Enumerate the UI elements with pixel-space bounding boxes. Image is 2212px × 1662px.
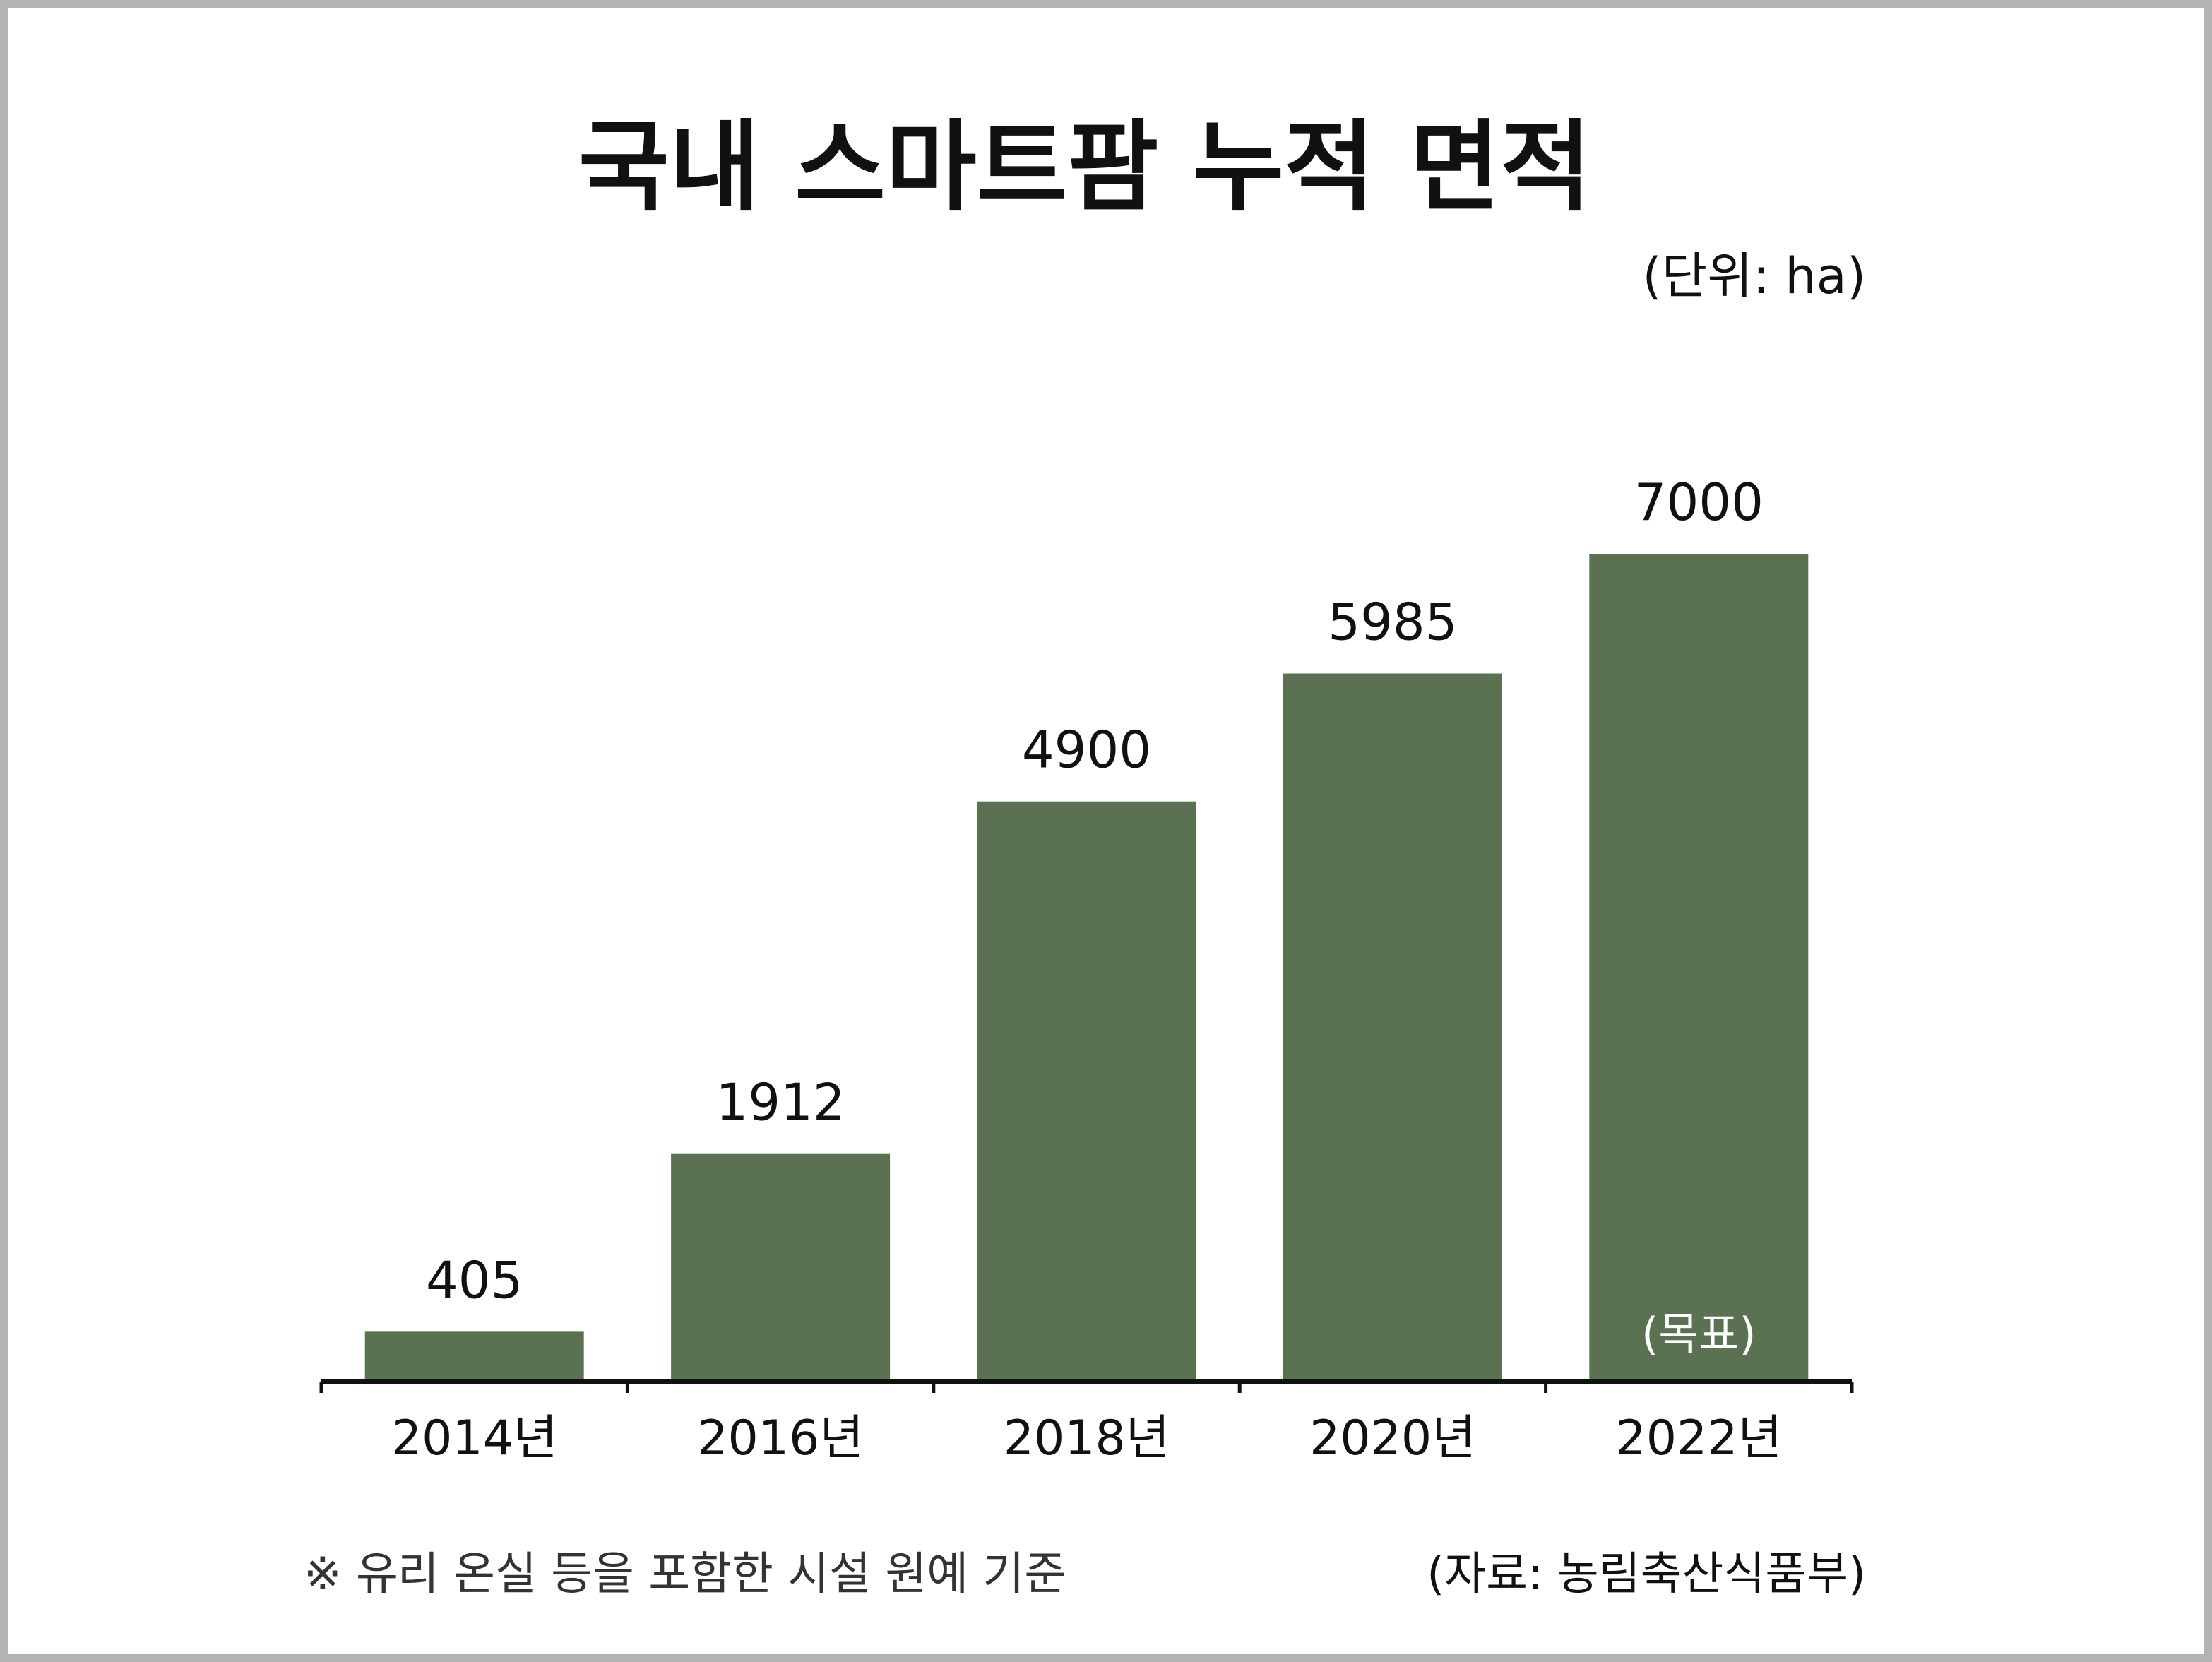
bar-annotations-group: (목표) [1641,1308,1756,1360]
x-tick-label: 2018년 [1004,1411,1170,1466]
value-labels-group: 405 1912 4900 5985 7000 [426,473,1764,1310]
x-axis-ticks-group [319,1382,1854,1393]
bar [1589,554,1809,1379]
bar-value-label: 4900 [1022,720,1151,780]
unit-label: (단위: ha) [1642,247,1866,305]
bar [364,1331,584,1379]
bar-value-label: 405 [426,1250,523,1310]
source-label: (자료: 농림축산식품부) [1427,1548,1866,1601]
bars-group [364,554,1809,1379]
bar [977,801,1196,1379]
chart-title: 국내 스마트팜 누적 면적 [578,110,1591,225]
x-tick-label: 2020년 [1309,1411,1476,1466]
x-axis-tick-labels-group: 2014년 2016년 2018년 2020년 2022년 [391,1411,1782,1466]
footnote: ※ 유리 온실 등을 포함한 시설 원예 기준 [304,1548,1066,1601]
x-tick-label: 2022년 [1615,1411,1782,1466]
bar [1283,673,1502,1379]
x-tick-label: 2014년 [391,1411,558,1466]
bar-annotation: (목표) [1641,1308,1756,1360]
bar [671,1153,891,1379]
x-tick-label: 2016년 [697,1411,864,1466]
bar-value-label: 7000 [1634,473,1764,532]
bar-value-label: 5985 [1328,593,1457,652]
bar-value-label: 1912 [715,1073,845,1132]
